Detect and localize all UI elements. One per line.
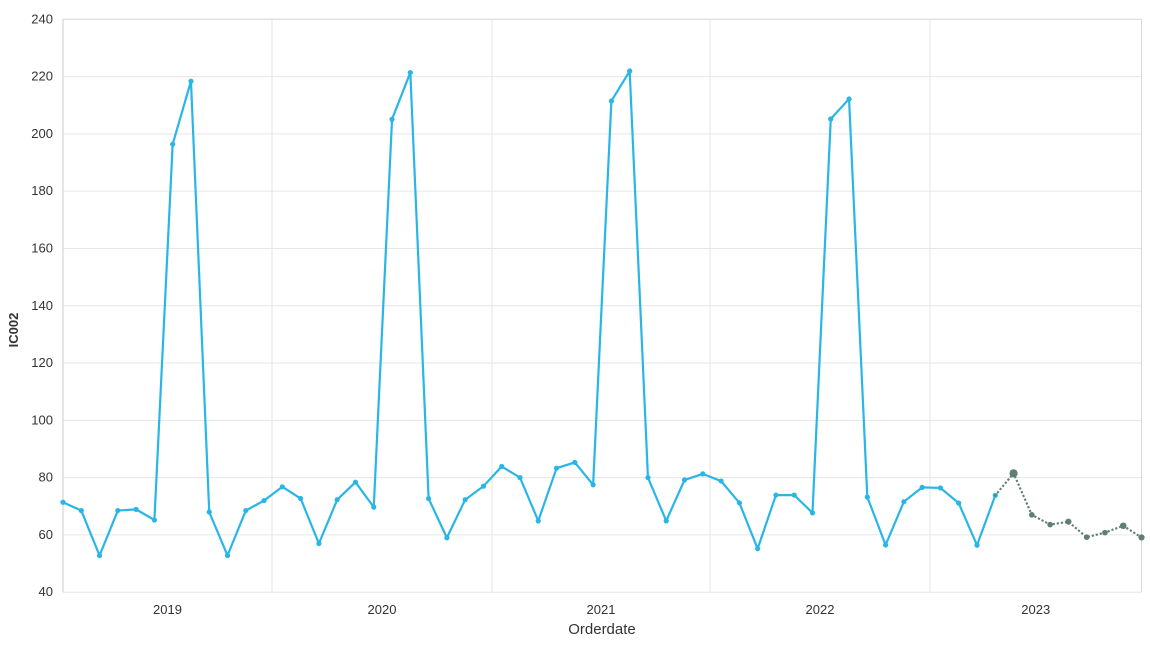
svg-text:220: 220 xyxy=(31,69,53,84)
svg-text:2022: 2022 xyxy=(806,602,835,617)
svg-text:Orderdate: Orderdate xyxy=(568,621,636,638)
svg-text:160: 160 xyxy=(31,240,53,255)
svg-text:60: 60 xyxy=(39,527,53,542)
svg-text:80: 80 xyxy=(39,470,53,485)
svg-text:140: 140 xyxy=(31,298,53,313)
svg-text:2020: 2020 xyxy=(368,602,397,617)
svg-text:180: 180 xyxy=(31,183,53,198)
svg-text:100: 100 xyxy=(31,412,53,427)
svg-text:40: 40 xyxy=(39,584,53,599)
svg-text:2021: 2021 xyxy=(587,602,616,617)
svg-text:IC002: IC002 xyxy=(6,313,21,348)
svg-text:200: 200 xyxy=(31,126,53,141)
svg-text:120: 120 xyxy=(31,355,53,370)
svg-text:2023: 2023 xyxy=(1021,602,1050,617)
svg-text:2019: 2019 xyxy=(153,602,182,617)
svg-text:240: 240 xyxy=(31,11,53,26)
